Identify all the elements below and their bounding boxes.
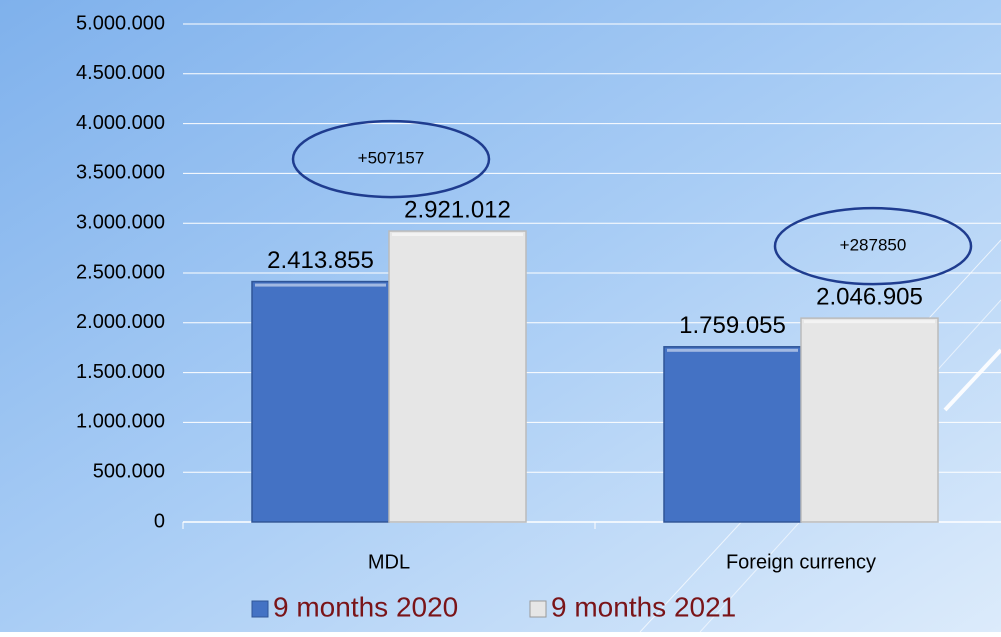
y-tick-label: 4.500.000 (76, 62, 165, 84)
annotation-ellipse (291, 119, 491, 199)
legend-swatch (529, 600, 547, 618)
y-tick-label: 3.500.000 (76, 162, 165, 184)
y-tick-label: 1.000.000 (76, 411, 165, 433)
annotation-ellipse (773, 206, 973, 286)
y-tick-label: 500.000 (93, 460, 165, 482)
data-label: 2.046.905 (816, 283, 923, 310)
annotation: +507157 (358, 149, 425, 168)
bar (388, 230, 527, 523)
bar-highlight (804, 320, 935, 324)
y-tick-label: 0 (154, 510, 165, 532)
bar (800, 317, 939, 523)
data-label: 2.921.012 (404, 196, 511, 223)
annotation: +287850 (840, 236, 907, 255)
legend-swatch (251, 600, 269, 618)
legend-label: 9 months 2020 (273, 591, 458, 622)
data-label: 1.759.055 (679, 312, 786, 339)
bar-highlight (667, 348, 798, 352)
bar (251, 280, 390, 523)
x-tick-label: MDL (368, 551, 410, 573)
data-label: 2.413.855 (267, 247, 374, 274)
bar-highlight (392, 233, 523, 237)
y-tick-label: 5.000.000 (76, 12, 165, 34)
y-tick-label: 2.500.000 (76, 261, 165, 283)
y-tick-label: 4.000.000 (76, 112, 165, 134)
bar (663, 346, 802, 523)
y-tick-label: 3.000.000 (76, 211, 165, 233)
legend-label: 9 months 2021 (551, 591, 736, 622)
x-tick-label: Foreign currency (726, 551, 876, 573)
y-tick-label: 2.000.000 (76, 311, 165, 333)
y-tick-label: 1.500.000 (76, 361, 165, 383)
bar-highlight (255, 283, 386, 287)
